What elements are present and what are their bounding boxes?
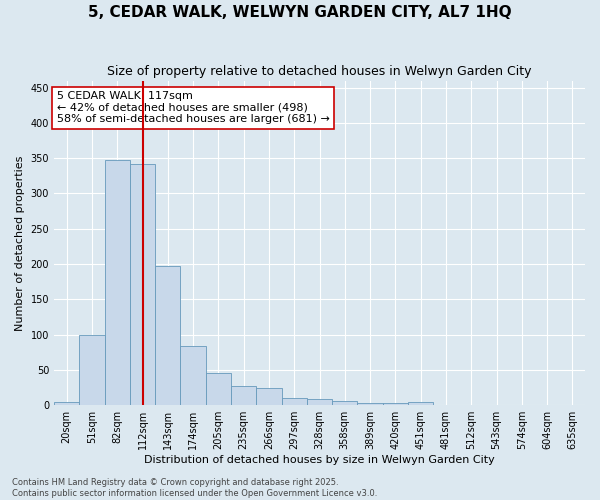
Bar <box>79 336 104 405</box>
Bar <box>231 386 256 405</box>
Bar <box>281 398 307 405</box>
Bar <box>560 404 585 405</box>
X-axis label: Distribution of detached houses by size in Welwyn Garden City: Distribution of detached houses by size … <box>144 455 495 465</box>
Bar <box>332 401 358 405</box>
Bar <box>54 402 79 405</box>
Text: 5, CEDAR WALK, WELWYN GARDEN CITY, AL7 1HQ: 5, CEDAR WALK, WELWYN GARDEN CITY, AL7 1… <box>88 5 512 20</box>
Text: Contains HM Land Registry data © Crown copyright and database right 2025.
Contai: Contains HM Land Registry data © Crown c… <box>12 478 377 498</box>
Y-axis label: Number of detached properties: Number of detached properties <box>15 155 25 330</box>
Bar <box>206 372 231 405</box>
Bar <box>358 403 383 405</box>
Bar <box>256 388 281 405</box>
Bar <box>458 404 484 405</box>
Bar <box>104 160 130 405</box>
Bar <box>307 399 332 405</box>
Bar <box>408 402 433 405</box>
Text: 5 CEDAR WALK: 117sqm
← 42% of detached houses are smaller (498)
58% of semi-deta: 5 CEDAR WALK: 117sqm ← 42% of detached h… <box>56 91 329 124</box>
Bar <box>155 266 181 405</box>
Bar <box>383 403 408 405</box>
Bar <box>130 164 155 405</box>
Title: Size of property relative to detached houses in Welwyn Garden City: Size of property relative to detached ho… <box>107 65 532 78</box>
Bar <box>181 346 206 405</box>
